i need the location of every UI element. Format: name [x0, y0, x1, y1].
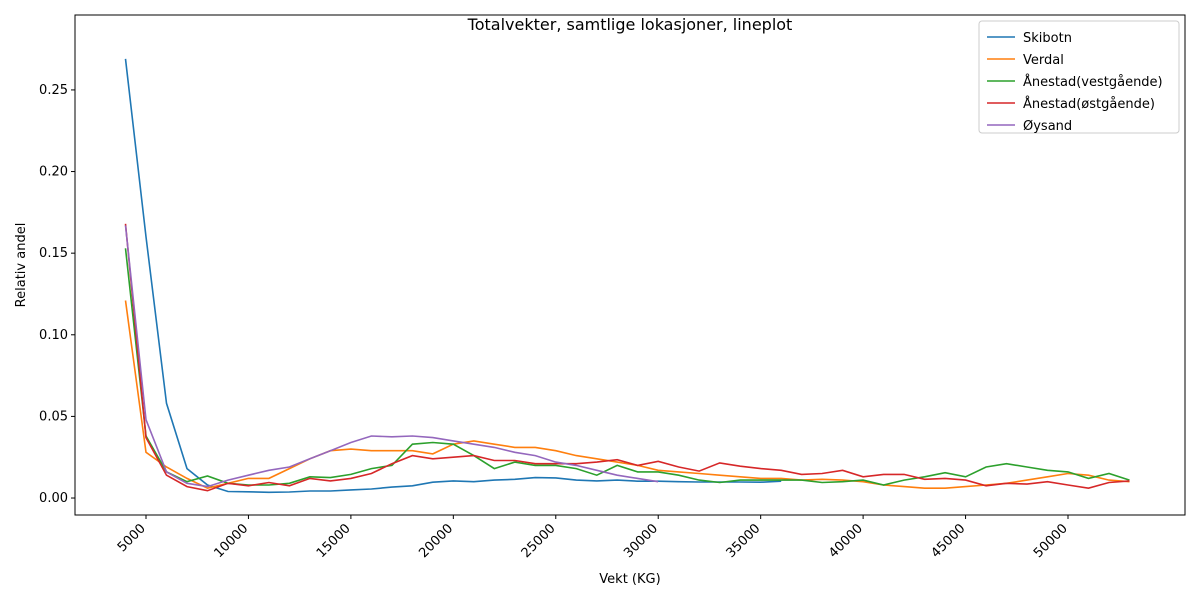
- series-line: [124, 225, 659, 488]
- series-line: [124, 300, 1130, 490]
- y-tick-label: 0.05: [39, 409, 68, 424]
- chart-title: Totalvekter, samtlige lokasjoner, linepl…: [467, 15, 793, 34]
- series-line: [124, 58, 782, 494]
- series-line: [124, 223, 1130, 492]
- legend-label: Verdal: [1023, 53, 1064, 68]
- y-tick-label: 0.15: [39, 246, 68, 261]
- y-tick-label: 0.25: [39, 83, 68, 98]
- legend-box: [978, 20, 1180, 134]
- y-tick-label: 0.10: [39, 328, 68, 343]
- legend-label: Skibotn: [1023, 31, 1072, 46]
- plot-frame: [74, 14, 1186, 516]
- y-tick-label: 0.00: [39, 491, 68, 506]
- y-tick-label: 0.20: [39, 165, 68, 180]
- legend-label: Ånestad(vestgående): [1023, 74, 1163, 90]
- y-axis-label: Relativ andel: [14, 223, 29, 308]
- x-axis-label: Vekt (KG): [599, 572, 660, 587]
- legend-label: Ånestad(østgående): [1023, 96, 1155, 112]
- series-line: [124, 248, 1130, 486]
- legend-label: Øysand: [1023, 119, 1072, 134]
